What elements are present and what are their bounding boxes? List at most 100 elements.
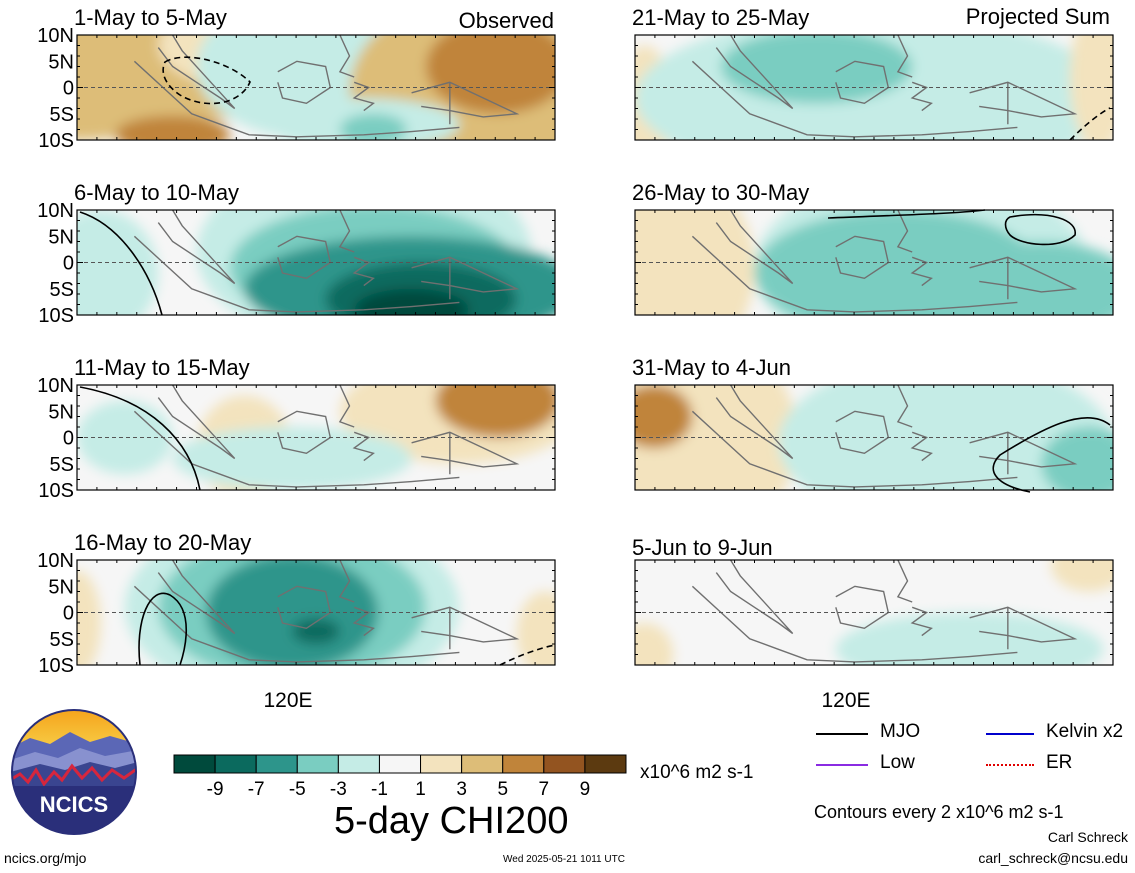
site-url: ncics.org/mjo (4, 850, 87, 866)
colorbar-swatch (255, 754, 298, 774)
lat-tick-label: 5N (48, 51, 74, 73)
lat-tick-label: 5N (48, 576, 74, 598)
colorbar-tick-label: 5 (497, 779, 508, 800)
lat-tick-label: 5S (50, 629, 74, 651)
legend-label-kelvin: Kelvin x2 (1046, 721, 1124, 742)
anomaly-blob (1041, 427, 1113, 490)
lat-tick-label: 0 (63, 78, 74, 100)
panel-title-right-1: 21-May to 25-May (632, 5, 809, 30)
map-panel-right-3 (634, 384, 1114, 491)
author-email: carl_schreck@ncsu.edu (978, 850, 1128, 866)
anomaly-blob (292, 618, 340, 645)
panel-title-left-2: 6-May to 10-May (74, 180, 239, 205)
lat-tick-label: 10S (38, 130, 74, 152)
anomaly-blob (635, 623, 674, 665)
lat-tick-label: 10S (38, 305, 74, 327)
anomaly-blob (835, 612, 1104, 665)
colorbar-tick-label: -5 (289, 779, 306, 800)
map-panel-left-4: 10N 5N 0 5S 10S (37, 550, 556, 677)
panel-title-left-3: 11-May to 15-May (74, 355, 250, 380)
colorbar-tick-label: 3 (456, 779, 467, 800)
colorbar-swatch (543, 754, 586, 774)
contour-line (162, 56, 251, 105)
map-panel-left-3: 10N 5N 0 5S 10S (37, 375, 556, 502)
colorbar-tick-label: -9 (207, 779, 224, 800)
lat-tick-label: 5S (50, 104, 74, 126)
lat-tick-label: 5S (50, 279, 74, 301)
legend-line-er (986, 764, 1034, 766)
anomaly-blob (721, 35, 913, 104)
mjo-contour (1004, 213, 1076, 246)
observed-label: Observed (459, 8, 554, 33)
logo-text: NCICS (40, 792, 108, 817)
legend-line-low (816, 764, 868, 766)
anomaly-blob (172, 427, 412, 490)
anomaly-blob (435, 385, 555, 438)
ncics-logo: NCICS (10, 708, 138, 836)
colorbar-swatch (502, 754, 545, 774)
mjo-contour (79, 211, 163, 316)
lat-tick-label: 10N (37, 200, 74, 222)
lat-tick-label: 10S (38, 480, 74, 502)
map-panel-left-1: 10N 5N 0 5S 10S (37, 25, 556, 152)
figure-title: 5-day CHI200 (334, 800, 569, 842)
lat-tick-label: 0 (63, 603, 74, 625)
anomaly-blob (77, 210, 159, 315)
mjo-contour (827, 209, 986, 219)
lat-tick-label: 10N (37, 550, 74, 572)
colorbar-swatch (378, 754, 422, 774)
lat-tick-label: 0 (63, 428, 74, 450)
lat-tick-label: 10N (37, 25, 74, 47)
contour-line (1069, 107, 1111, 141)
anomaly-blob (425, 35, 555, 114)
mjo-contour (992, 416, 1111, 493)
lat-tick-label: 5S (50, 454, 74, 476)
panel-title-right-2: 26-May to 30-May (632, 180, 809, 205)
colorbar-swatch (420, 754, 463, 774)
colorbar-tick-label: -3 (330, 779, 347, 800)
lat-tick-label: 0 (63, 253, 74, 275)
map-panel-left-2: 10N 5N 0 5S 10S (37, 200, 556, 327)
colorbar-tick-label: 7 (539, 779, 550, 800)
legend-label-er: ER (1046, 752, 1073, 773)
map-panel-right-4 (634, 559, 1114, 666)
projected-sum-label: Projected Sum (966, 4, 1110, 29)
map-panel-right-1 (634, 34, 1114, 141)
anomaly-blob (516, 591, 555, 665)
lon-label-left: 120E (263, 689, 312, 712)
lon-label-right: 120E (821, 689, 870, 712)
colorbar-swatch (296, 754, 339, 774)
coastlines (691, 210, 1078, 313)
coastlines (691, 35, 1078, 138)
colorbar-swatch (461, 754, 504, 774)
map-panel-right-2 (634, 209, 1114, 316)
panel-title-left-4: 16-May to 20-May (74, 530, 251, 555)
legend-line-kelvin (986, 733, 1034, 735)
colorbar-units: x10^6 m2 s-1 (640, 762, 754, 783)
coastlines (133, 210, 520, 313)
lat-tick-label: 5N (48, 226, 74, 248)
lat-tick-label: 10S (38, 655, 74, 677)
lat-tick-label: 10N (37, 375, 74, 397)
coastlines (691, 385, 1078, 488)
anomaly-blob (945, 241, 1113, 315)
colorbar-tick-label: 9 (580, 779, 591, 800)
contours-note: Contours every 2 x10^6 m2 s-1 (814, 802, 1064, 822)
colorbar-swatch (173, 754, 216, 774)
colorbar-swatch (214, 754, 257, 774)
colorbar-tick-label: 1 (415, 779, 426, 800)
colorbar-swatch (584, 754, 627, 774)
map-panels: 10N 5N 0 5S 10S 10N 5N 0 5S 10S 10N 5N 0 5S 10S 10N 5N 0 5… (37, 25, 1114, 677)
timestamp: Wed 2025-05-21 1011 UTC (503, 854, 625, 865)
mjo-contour (79, 386, 201, 491)
coastlines (133, 560, 520, 663)
panel-title-right-3: 31-May to 4-Jun (632, 355, 791, 380)
mjo-contour (138, 592, 188, 666)
legend-label-low: Low (880, 752, 915, 773)
anomaly-blob (77, 400, 173, 475)
colorbar: -9 -7 -5 -3 -1 1 3 5 7 9 (173, 754, 627, 800)
colorbar-swatch (337, 754, 380, 774)
contour-line (499, 644, 556, 666)
anomaly-blob (1050, 560, 1113, 592)
